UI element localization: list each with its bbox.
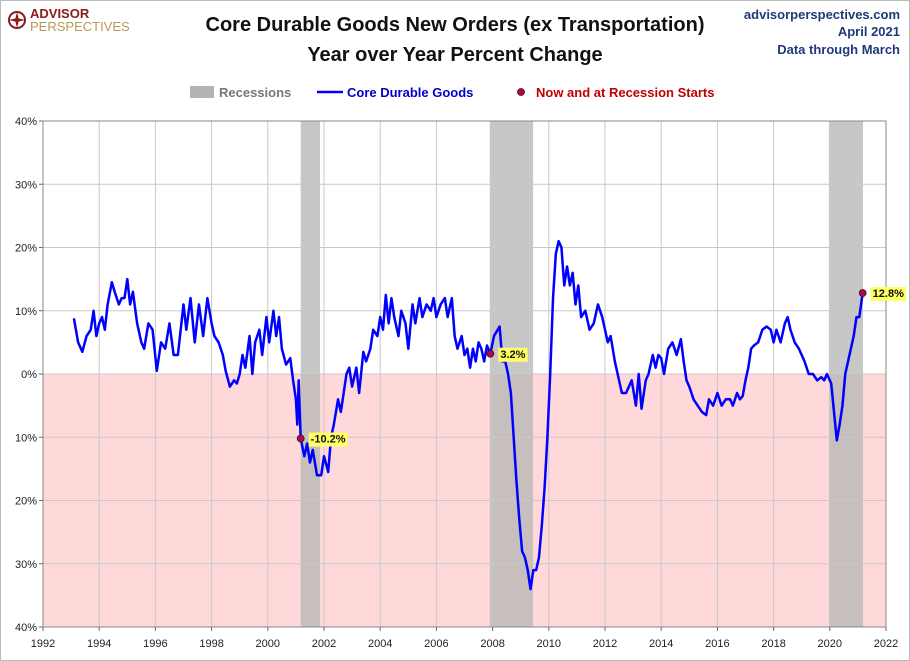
y-tick-label: 40%	[15, 116, 37, 128]
chart-subtitle: Year over Year Percent Change	[307, 44, 602, 66]
legend-label: Recessions	[219, 85, 291, 100]
data-line	[72, 239, 864, 591]
source: Data through March	[777, 42, 900, 57]
x-tick-label: 2008	[480, 638, 504, 650]
x-tick-label: 2012	[593, 638, 617, 650]
y-tick-label: 30%	[15, 179, 37, 191]
legend-swatch	[190, 86, 214, 98]
y-tick-label: 40%	[15, 622, 37, 634]
value-label: 3.2%	[500, 349, 525, 361]
logo-text: PERSPECTIVES	[30, 19, 130, 34]
value-label-bg	[870, 287, 907, 302]
x-tick-label: 2016	[705, 638, 729, 650]
y-tick-label: 10%	[15, 306, 37, 318]
x-tick-label: 2004	[368, 638, 392, 650]
y-tick-label: 0%	[21, 369, 37, 381]
x-tick-label: 2020	[818, 638, 842, 650]
legend-label: Core Durable Goods	[347, 85, 473, 100]
y-tick-label: 20%	[15, 496, 37, 508]
y-tick-label: 10%	[15, 432, 37, 444]
marker	[858, 289, 867, 297]
logo-icon	[9, 12, 25, 28]
legend: Recessions Core Durable Goods Now and at R…	[190, 85, 714, 100]
legend-label: Now and at Recession Starts	[536, 85, 714, 100]
y-tick-label: 20%	[15, 243, 37, 255]
x-tick-label: 2010	[537, 638, 561, 650]
x-tick-label: 1998	[199, 638, 223, 650]
chart-title: Core Durable Goods New Orders (ex Transp…	[206, 14, 705, 36]
x-tick-label: 1994	[87, 638, 111, 650]
y-tick-label: 30%	[15, 559, 37, 571]
plot-border	[42, 120, 887, 628]
plot-area: 40% 30% 20% 10% 0% 10% 20% 30% 40% 1992 1994 1996 19…	[15, 116, 907, 650]
logo-text: ADVISOR	[30, 6, 90, 21]
source: advisorperspectives.com	[744, 7, 900, 22]
x-tick-label: 2002	[312, 638, 336, 650]
x-tick-label: 1996	[143, 638, 167, 650]
x-tick-label: 2014	[649, 638, 673, 650]
x-tick-label: 1992	[31, 638, 55, 650]
value-label-bg	[498, 347, 528, 362]
source: April 2021	[838, 24, 900, 39]
x-tick-label: 2006	[424, 638, 448, 650]
marker	[296, 434, 305, 443]
x-tick-label: 2022	[874, 638, 898, 650]
value-label-bg	[308, 432, 348, 447]
x-tick-label: 2000	[256, 638, 280, 650]
marker	[486, 349, 495, 358]
x-tick-label: 2018	[761, 638, 785, 650]
value-label: -10.2%	[311, 434, 346, 446]
value-label: 12.8%	[873, 288, 904, 300]
legend-swatch	[517, 88, 525, 96]
